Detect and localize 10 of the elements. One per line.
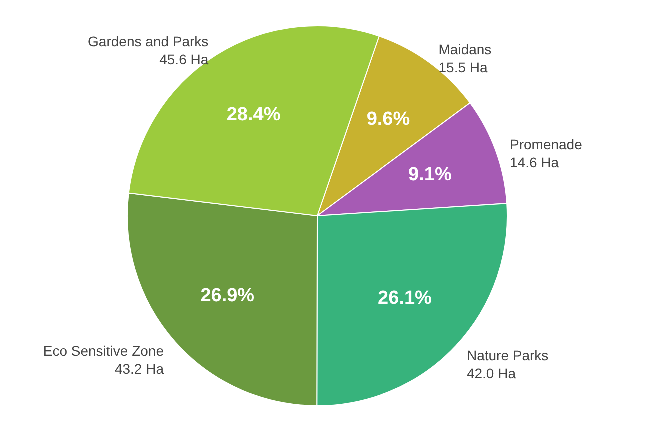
slice-label: Maidans 15.5 Ha — [438, 42, 492, 76]
slice-label: Nature Parks 42.0 Ha — [466, 347, 549, 382]
data-label: 28.4% — [226, 104, 281, 126]
data-label: 9.6% — [366, 109, 410, 130]
slice-label: Promenade 14.6 Ha — [510, 136, 583, 171]
slice-label: Eco Sensitive Zone 43.2 Ha — [43, 342, 164, 377]
data-label: 9.1% — [408, 164, 452, 186]
data-label: 26.9% — [200, 286, 255, 307]
data-label: 26.1% — [378, 288, 432, 310]
slice-label: Gardens and Parks 45.6 Ha — [88, 33, 209, 68]
